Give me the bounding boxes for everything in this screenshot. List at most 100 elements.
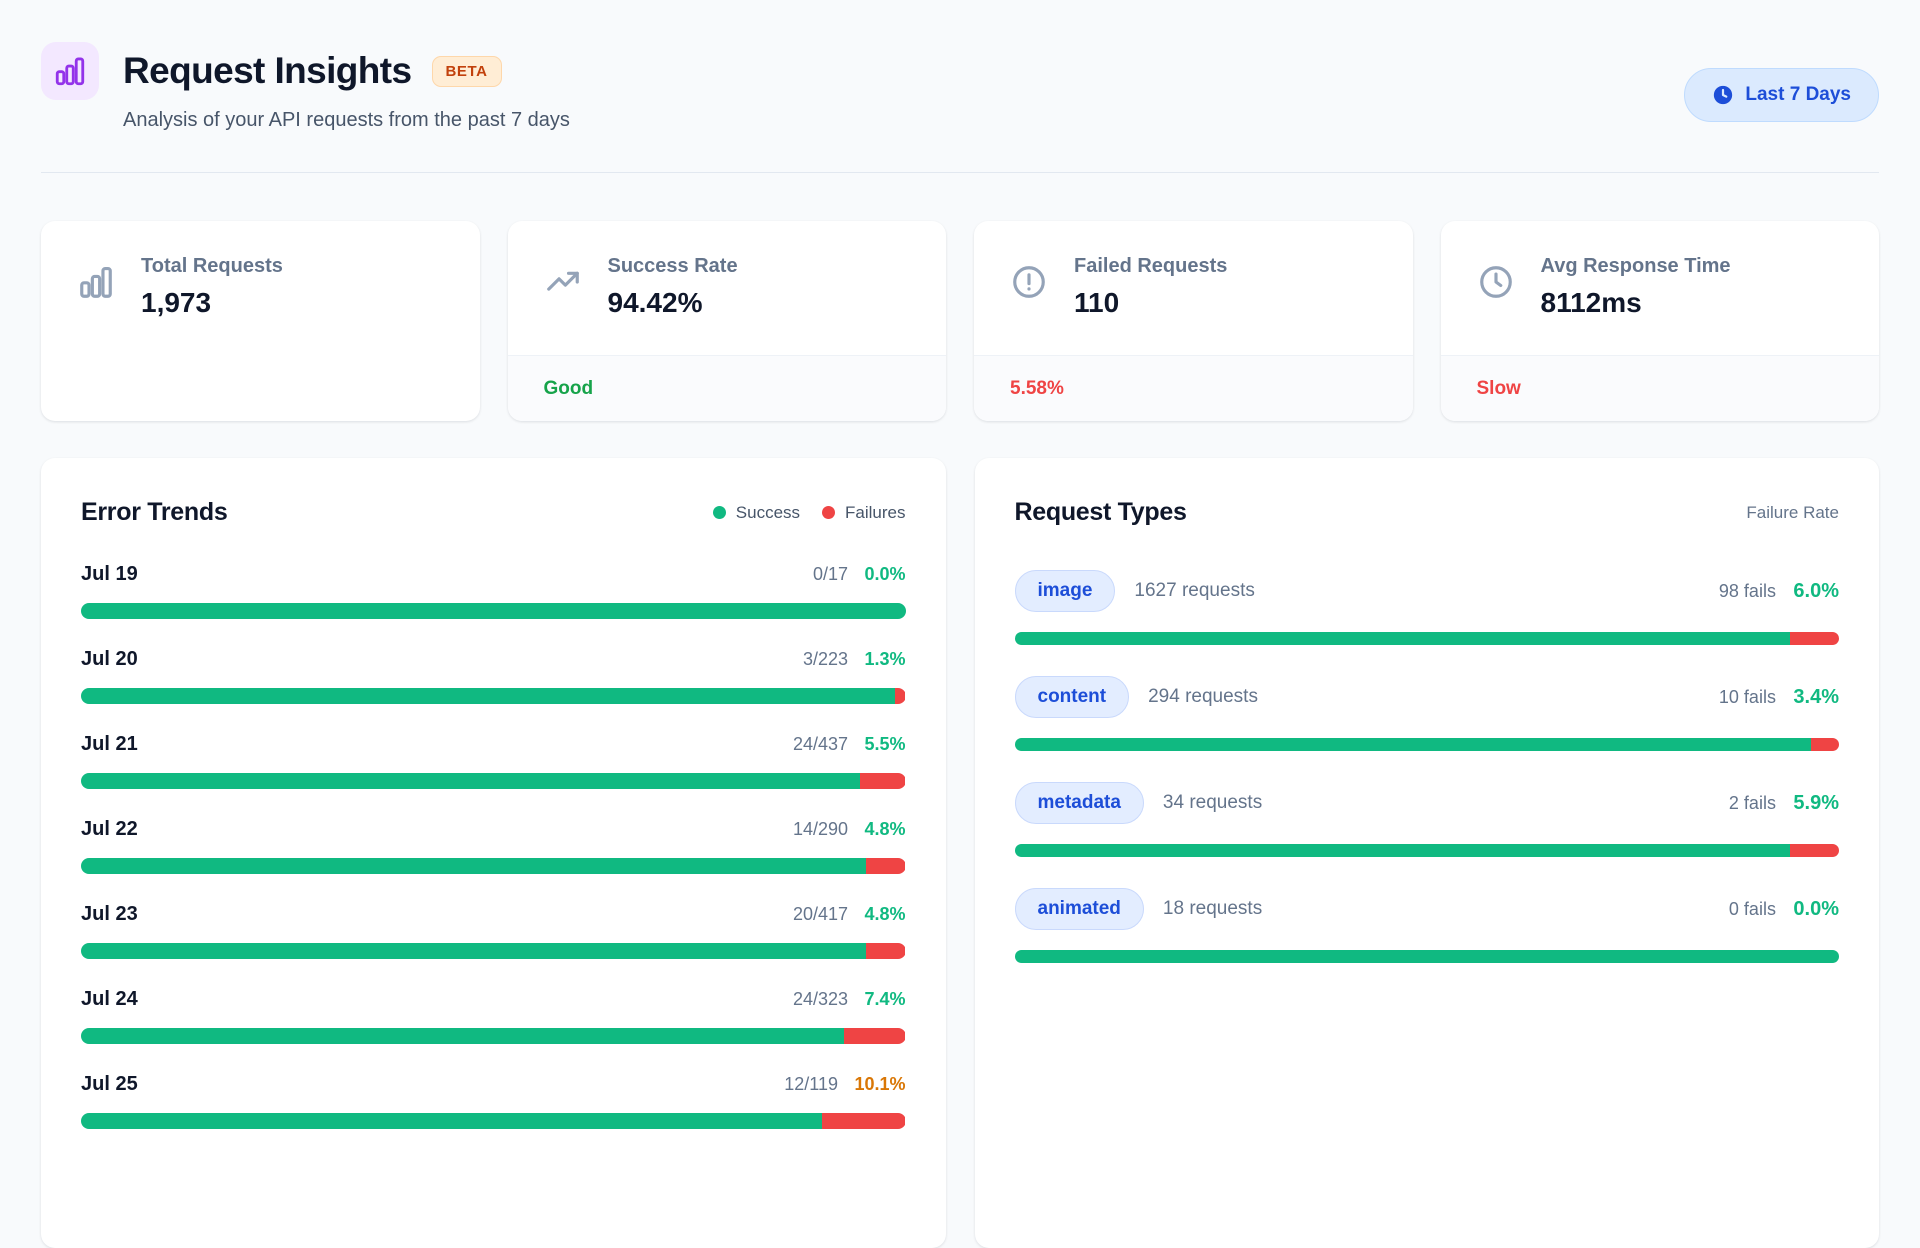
type-percent: 6.0% [1793,579,1839,602]
error-trend-row: Jul 21 24/437 5.5% [81,733,906,789]
request-type-row: content 294 requests 10 fails 3.4% [1014,676,1839,751]
header-divider [41,172,1879,173]
title-block: Request Insights BETA Analysis of your A… [123,42,570,132]
type-bar [1014,632,1840,645]
trend-fraction: 14/290 [792,819,849,839]
bar-failure-segment [894,688,906,704]
panels-row: Error Trends Success Failures Jul 19 [41,458,1879,1248]
legend-item-failures: Failures [822,503,906,523]
type-requests: 34 requests [1162,792,1263,813]
failures-dot-icon [822,506,836,519]
failure-rate-label: Failure Rate [1746,502,1839,522]
error-trend-row: Jul 22 14/290 4.8% [81,818,906,874]
stat-value: 8112ms [1540,287,1642,318]
trend-fraction: 0/17 [812,564,849,584]
trend-date: Jul 24 [81,988,138,1010]
page-title: Request Insights [123,50,412,91]
error-trends-panel: Error Trends Success Failures Jul 19 [41,458,946,1248]
type-requests: 294 requests [1148,686,1258,707]
bar-success-segment [81,603,906,619]
trend-bar [81,858,906,874]
bar-failure-segment [844,1028,906,1044]
bar-chart-icon [77,255,115,421]
type-pill: animated [1014,888,1144,930]
stat-card-success-rate: Success Rate 94.42% Good [507,221,946,421]
type-percent: 3.4% [1793,685,1839,708]
trend-percent: 0.0% [864,564,906,584]
error-trend-row: Jul 24 24/323 7.4% [81,988,906,1044]
request-type-row: animated 18 requests 0 fails 0.0% [1014,888,1839,963]
bar-success-segment [1014,844,1791,857]
bar-failure-segment [1810,738,1839,751]
bar-failure-segment [1789,632,1839,645]
type-requests: 18 requests [1162,898,1263,919]
date-range-button[interactable]: Last 7 Days [1684,68,1879,122]
trend-percent: 5.5% [864,734,906,754]
stat-value: 94.42% [607,287,703,318]
trend-bar [81,688,906,704]
beta-badge: BETA [431,55,502,87]
stat-footer-status: 5.58% [974,355,1413,421]
request-types-panel: Request Types Failure Rate image 1627 re… [974,458,1879,1248]
bar-success-segment [1014,738,1811,751]
page-header: Request Insights BETA Analysis of your A… [41,0,1879,132]
legend: Success Failures [712,502,906,523]
trend-percent: 1.3% [864,649,906,669]
header-left: Request Insights BETA Analysis of your A… [41,42,570,132]
type-fails: 0 fails [1728,898,1776,919]
clock-icon [1477,255,1515,355]
app-icon-box [41,42,99,100]
type-fails: 2 fails [1728,792,1776,813]
legend-item-success: Success [712,502,801,523]
trend-bar [81,943,906,959]
bar-success-segment [81,688,895,704]
type-fails: 10 fails [1718,686,1776,707]
clock-icon [1714,85,1733,105]
trend-fraction: 24/323 [792,989,849,1009]
type-bar [1014,844,1840,857]
type-bar [1014,950,1839,963]
date-range-label: Last 7 Days [1745,84,1851,105]
stat-card-failed-requests: Failed Requests 110 5.58% [974,221,1413,421]
trend-percent: 4.8% [864,904,906,924]
stat-footer-status: Good [507,355,946,421]
bar-success-segment [81,1113,823,1129]
bar-success-segment [1014,632,1790,645]
stat-value: 110 [1074,287,1120,318]
trend-bar [81,1113,906,1129]
type-pill: metadata [1014,782,1144,824]
bar-failure-segment [822,1113,906,1129]
type-fails: 98 fails [1718,580,1776,601]
error-trend-row: Jul 20 3/223 1.3% [81,648,906,704]
trend-bar [81,603,906,619]
type-requests: 1627 requests [1134,580,1255,601]
trend-percent: 4.8% [864,819,906,839]
trend-date: Jul 25 [81,1073,138,1095]
trend-fraction: 12/119 [784,1074,838,1094]
page-subtitle: Analysis of your API requests from the p… [123,109,570,131]
bar-chart-icon [55,57,85,86]
stat-label: Failed Requests [1074,255,1228,277]
trend-bar [81,773,906,789]
type-pill: image [1014,570,1116,612]
trend-bar [81,1028,906,1044]
request-type-row: metadata 34 requests 2 fails 5.9% [1014,782,1840,857]
stat-label: Avg Response Time [1540,255,1731,277]
panel-title: Error Trends [81,498,228,526]
bar-success-segment [81,773,861,789]
bar-success-segment [81,1028,845,1044]
bar-success-segment [81,943,866,959]
bar-success-segment [81,858,866,874]
stat-footer-status: Slow [1440,355,1879,421]
trend-date: Jul 19 [81,563,138,585]
trend-fraction: 24/437 [792,734,849,754]
stat-card-total-requests: Total Requests 1,973 [41,221,480,421]
trend-percent: 10.1% [854,1074,906,1094]
trend-date: Jul 20 [81,648,138,670]
success-dot-icon [712,506,726,519]
legend-label: Success [735,502,801,522]
bar-failure-segment [865,858,906,874]
error-trend-row: Jul 25 12/119 10.1% [81,1073,906,1129]
stat-card-avg-response-time: Avg Response Time 8112ms Slow [1440,221,1879,421]
